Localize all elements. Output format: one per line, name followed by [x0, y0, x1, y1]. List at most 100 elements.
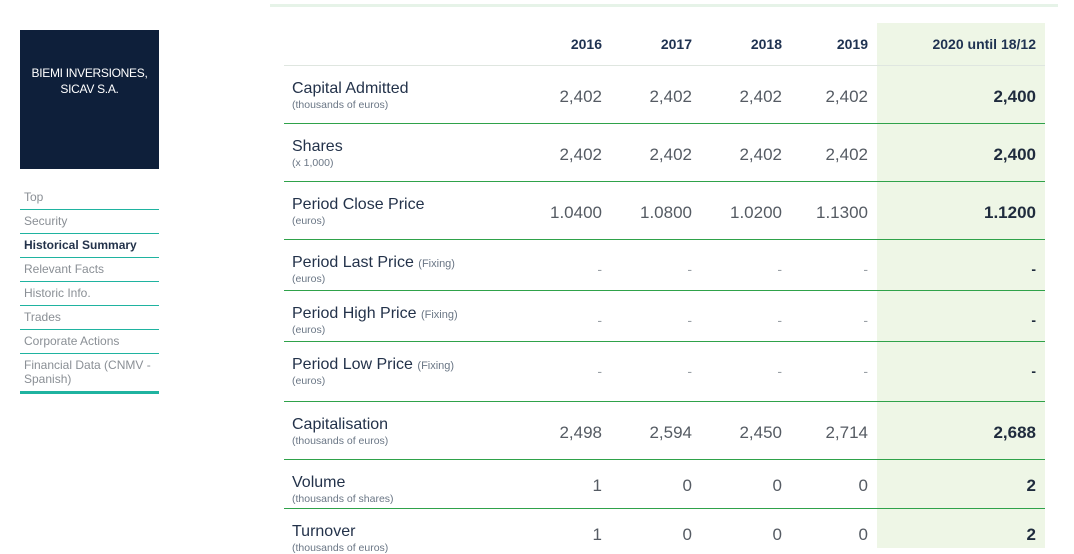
row-unit-period-last-price: (euros)	[292, 273, 326, 285]
cell-period-high-price-2016: -	[597, 312, 602, 328]
cell-turnover-2020: 2	[1026, 525, 1036, 544]
row-label-fixing: (Fixing)	[417, 360, 455, 372]
cell-period-high-price-2018: -	[777, 312, 782, 328]
row-divider	[284, 401, 1045, 402]
cell-period-high-price-2017: -	[687, 312, 692, 328]
column-header-2019: 2019	[836, 36, 868, 52]
row-divider	[284, 290, 1045, 291]
row-label-text: Period Last Price	[292, 254, 414, 271]
cell-capitalisation-2020: 2,688	[993, 423, 1036, 442]
row-divider	[284, 123, 1045, 124]
column-header-2018: 2018	[750, 36, 782, 52]
cell-volume-2018: 0	[772, 476, 782, 495]
row-unit-period-high-price: (euros)	[292, 324, 326, 336]
row-label-text: Capital Admitted	[292, 80, 409, 97]
cell-capitalisation-2016: 2,498	[559, 423, 602, 442]
cell-period-close-price-2017: 1.0800	[640, 203, 692, 222]
nav-item-corporate-actions[interactable]: Corporate Actions	[20, 330, 159, 354]
current-year-highlight	[877, 23, 1045, 548]
cell-volume-2017: 0	[682, 476, 692, 495]
nav-item-relevant-facts[interactable]: Relevant Facts	[20, 258, 159, 282]
cell-period-last-price-2018: -	[777, 261, 782, 277]
cell-volume-2020: 2	[1026, 476, 1036, 495]
cell-period-low-price-2019: -	[863, 363, 868, 379]
row-label-turnover: Turnover	[292, 523, 355, 541]
cell-shares-2019: 2,402	[825, 145, 868, 164]
cell-period-low-price-2020: -	[1031, 363, 1036, 379]
column-header-2020: 2020 until 18/12	[932, 36, 1036, 52]
row-label-text: Period Low Price	[292, 356, 413, 373]
cell-turnover-2016: 1	[592, 525, 602, 544]
cell-period-close-price-2018: 1.0200	[730, 203, 782, 222]
cell-period-last-price-2019: -	[863, 261, 868, 277]
nav-item-financial-data[interactable]: Financial Data (CNMV - Spanish)	[20, 354, 159, 394]
row-label-period-low-price: Period Low Price (Fixing)	[292, 356, 454, 375]
cell-capital-admitted-2019: 2,402	[825, 87, 868, 106]
nav-item-top[interactable]: Top	[20, 186, 159, 210]
cell-shares-2020: 2,400	[993, 145, 1036, 164]
cell-turnover-2018: 0	[772, 525, 782, 544]
row-label-text: Volume	[292, 474, 346, 491]
nav-item-trades[interactable]: Trades	[20, 306, 159, 330]
cell-shares-2018: 2,402	[739, 145, 782, 164]
cell-capital-admitted-2016: 2,402	[559, 87, 602, 106]
row-divider	[284, 181, 1045, 182]
column-header-2017: 2017	[660, 36, 692, 52]
cell-capital-admitted-2018: 2,402	[739, 87, 782, 106]
nav-item-historic-info[interactable]: Historic Info.	[20, 282, 159, 306]
company-name: BIEMI INVERSIONES, SICAV S.A.	[31, 65, 148, 96]
top-rule	[270, 4, 1058, 7]
row-label-period-high-price: Period High Price (Fixing)	[292, 305, 458, 324]
cell-capital-admitted-2017: 2,402	[649, 87, 692, 106]
row-unit-volume: (thousands of shares)	[292, 493, 394, 505]
row-label-shares: Shares	[292, 138, 343, 156]
company-logo-box: BIEMI INVERSIONES, SICAV S.A.	[20, 30, 159, 169]
row-label-period-last-price: Period Last Price (Fixing)	[292, 254, 455, 273]
nav-item-historical-summary[interactable]: Historical Summary	[20, 234, 159, 258]
cell-period-last-price-2016: -	[597, 261, 602, 277]
cell-period-last-price-2020: -	[1031, 261, 1036, 277]
cell-period-high-price-2020: -	[1031, 312, 1036, 328]
cell-capitalisation-2019: 2,714	[825, 423, 868, 442]
row-divider	[284, 341, 1045, 342]
column-header-2016: 2016	[570, 36, 602, 52]
nav-item-security[interactable]: Security	[20, 210, 159, 234]
cell-capital-admitted-2020: 2,400	[993, 87, 1036, 106]
cell-turnover-2019: 0	[858, 525, 868, 544]
cell-volume-2019: 0	[858, 476, 868, 495]
cell-turnover-2017: 0	[682, 525, 692, 544]
cell-capitalisation-2018: 2,450	[739, 423, 782, 442]
row-label-text: Capitalisation	[292, 416, 389, 433]
row-label-text: Period High Price	[292, 305, 417, 322]
cell-volume-2016: 1	[592, 476, 602, 495]
row-label-capitalisation: Capitalisation	[292, 416, 388, 434]
cell-period-low-price-2016: -	[597, 363, 602, 379]
row-unit-shares: (x 1,000)	[292, 157, 334, 169]
cell-period-low-price-2018: -	[777, 363, 782, 379]
side-nav: Top Security Historical Summary Relevant…	[20, 186, 159, 394]
row-unit-capital-admitted: (thousands of euros)	[292, 99, 389, 111]
row-unit-period-close-price: (euros)	[292, 215, 326, 227]
row-unit-capitalisation: (thousands of euros)	[292, 435, 389, 447]
cell-period-close-price-2019: 1.1300	[816, 203, 868, 222]
cell-period-close-price-2020: 1.1200	[984, 203, 1036, 222]
cell-capitalisation-2017: 2,594	[649, 423, 692, 442]
row-label-text: Turnover	[292, 523, 356, 540]
row-label-fixing: (Fixing)	[420, 309, 458, 321]
row-unit-turnover: (thousands of euros)	[292, 542, 389, 554]
header-divider	[284, 65, 1045, 66]
cell-shares-2016: 2,402	[559, 145, 602, 164]
row-divider	[284, 508, 1045, 509]
cell-period-high-price-2019: -	[863, 312, 868, 328]
row-label-volume: Volume	[292, 474, 345, 492]
row-divider	[284, 239, 1045, 240]
row-divider	[284, 459, 1045, 460]
row-label-text: Period Close Price	[292, 196, 425, 213]
row-label-period-close-price: Period Close Price	[292, 196, 425, 214]
cell-period-last-price-2017: -	[687, 261, 692, 277]
row-label-fixing: (Fixing)	[418, 258, 455, 270]
row-label-capital-admitted: Capital Admitted	[292, 80, 409, 98]
row-unit-period-low-price: (euros)	[292, 375, 326, 387]
cell-period-close-price-2016: 1.0400	[550, 203, 602, 222]
cell-shares-2017: 2,402	[649, 145, 692, 164]
